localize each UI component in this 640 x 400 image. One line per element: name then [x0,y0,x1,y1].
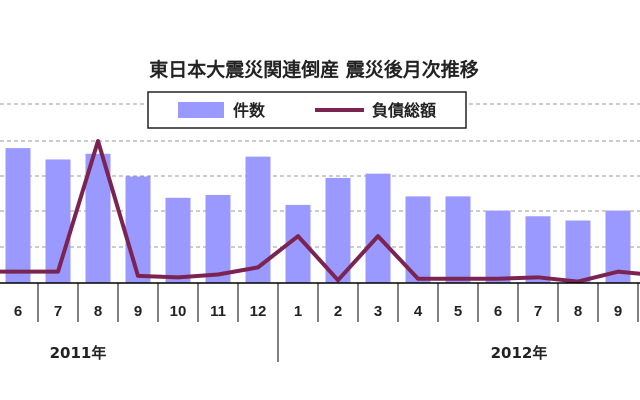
x-axis [0,282,640,362]
line-point-15 [616,270,620,274]
x-tick-label-8: 2 [334,303,342,320]
bar-9 [365,173,391,283]
line-point-6 [256,265,260,269]
x-tick-label-1: 7 [54,303,62,320]
line-point-8 [336,278,340,282]
line-point-11 [456,277,460,281]
bar-11 [445,196,471,283]
line-point-10 [416,277,420,281]
x-tick-label-2: 8 [94,303,102,320]
x-tick-label-0: 6 [14,303,22,320]
bar-13 [525,216,551,283]
year-label-0: 2011年 [50,344,107,362]
x-tick-label-11: 5 [454,303,462,320]
x-tick-label-12: 6 [494,303,502,320]
year-label-1: 2012年 [491,344,548,362]
line-point-2 [96,139,100,143]
bar-14 [565,220,591,283]
bar-3 [125,176,151,283]
x-tick-labels: 6 7 8 9 10 11 12 1 2 3 4 5 6 7 8 9 [14,303,622,320]
x-tick-label-10: 4 [414,303,423,320]
bar-4 [165,197,191,283]
x-tick-label-5: 11 [210,303,226,320]
legend-swatch-bar [178,102,224,118]
line-point-3 [136,274,140,278]
legend-label-line: 負債総額 [372,101,436,120]
x-tick-label-3: 9 [134,303,142,320]
bar-1 [45,159,71,283]
line-point-1 [56,270,60,274]
chart-title: 東日本大震災関連倒産 震災後月次推移 [149,58,479,81]
line-point-9 [376,234,380,238]
line-point-0 [16,270,20,274]
x-tick-label-15: 9 [614,303,622,320]
x-tick-label-14: 8 [574,303,582,320]
line-path [0,139,640,284]
x-tick-label-6: 12 [250,303,267,320]
legend: 件数 負債総額 [147,91,467,129]
line-series [0,139,640,284]
line-point-5 [216,272,220,276]
bar-12 [485,210,511,283]
x-tick-label-13: 7 [534,303,542,320]
year-labels: 2011年 2012年 [50,344,548,362]
x-tick-label-7: 1 [294,303,302,320]
bar-8 [325,177,351,283]
bar-0 [5,148,31,283]
x-tick-label-4: 10 [170,303,187,320]
line-point-13 [536,275,540,279]
bar-6 [245,156,271,283]
line-point-12 [496,277,500,281]
bar-5 [205,194,231,283]
line-point-7 [296,234,300,238]
x-tick-label-9: 3 [374,303,382,320]
bar-series [5,148,631,283]
line-point-4 [176,275,180,279]
legend-label-bar: 件数 [233,101,266,120]
